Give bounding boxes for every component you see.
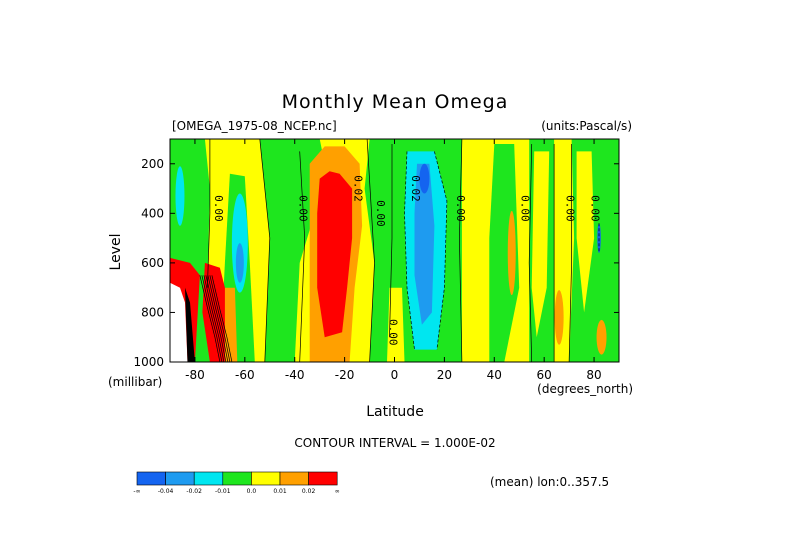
contour-label: 0.02 [409,175,422,202]
contour-interval: CONTOUR INTERVAL = 1.000E-02 [294,436,495,450]
y-tick-label: 600 [141,256,164,270]
cyan-region [175,166,185,226]
colorbar-swatch [251,471,281,486]
mean-label: (mean) lon:0..357.5 [490,475,609,489]
plot-area [169,138,620,363]
y-axis-units: (millibar) [108,375,162,389]
green-region [569,139,619,362]
contour-line [203,275,225,362]
x-tick-label: -80 [185,368,205,382]
x-tick-label: -40 [285,368,305,382]
x-axis-units: (degrees_north) [537,382,633,396]
contour-label: 0.00 [454,195,467,222]
x-tick-label: 20 [437,368,452,382]
y-tick-label: 400 [141,206,164,220]
contour-line [201,275,223,362]
contour-label: 0.02 [352,175,365,202]
colorbar-swatch [308,471,338,486]
shaded-field [170,139,619,362]
ground-mask [185,287,195,362]
chart-title: Monthly Mean Omega [282,91,509,113]
blue-region [235,243,244,283]
x-axis: -80 -60 -40 -20 0 20 40 60 80 [185,139,602,382]
contour-label: 0.00 [589,195,602,222]
yellow-region [531,151,550,338]
colorbar-label: 0.01 [273,488,287,495]
units-label: (units:Pascal/s) [541,119,632,133]
contour-line [259,139,271,362]
x-tick-label: 0 [391,368,399,382]
contour-label: 0.00 [212,195,225,222]
red-region [317,171,353,338]
colorbar-label: ∞ [335,488,340,495]
contour-line [207,275,229,362]
colorbar-swatch [222,471,252,486]
colorbar-swatch [193,471,224,486]
contour-labels: 0.00 0.00 0.02 0.00 0.02 0.00 0.00 0.00 0.00 0.00 [212,175,602,345]
contour-line [211,275,233,362]
colorbar-label: -0.04 [158,488,174,495]
contour-label: 0.00 [374,200,387,227]
yellow-region [576,151,595,313]
yellow-region [387,287,405,362]
orange-region [554,290,564,345]
green-region [489,144,520,362]
x-tick-label: -20 [335,368,355,382]
green-region [259,139,325,362]
colorbar-swatch [279,471,309,486]
x-tick-label: 40 [487,368,502,382]
colorbar-label: -0.01 [215,488,231,495]
contour-line [528,143,533,362]
colorbar-label: -∞ [133,488,140,495]
orange-region [596,319,607,355]
contour-label: 0.00 [519,195,532,222]
contour-label: 0.00 [387,319,400,346]
y-axis: 200 400 600 800 1000 [133,157,619,369]
y-tick-label: 1000 [133,355,164,369]
missing-data-region [170,282,188,362]
colorbar-swatch [165,471,195,486]
contour-line [404,151,415,350]
x-tick-label: -60 [235,368,255,382]
contour-label: 0.00 [297,195,310,222]
x-tick-label: 60 [537,368,552,382]
colorbar-label: -0.02 [186,488,202,495]
contour-line [389,144,393,338]
blue-region [414,163,435,325]
x-axis-title: Latitude [366,404,424,420]
y-axis-title: Level [108,234,124,271]
contour-line [568,144,572,362]
contour-line [205,275,227,362]
orange-region [507,210,516,296]
x-tick-label: 80 [586,368,601,382]
dark-blue-region [419,163,430,194]
contour-line [366,139,375,362]
dark-blue-region [597,223,601,253]
colorbar-label: 0.02 [302,488,316,495]
contour-label: 0.00 [564,195,577,222]
colorbar: -∞ -0.04 -0.02 -0.01 0.0 0.01 0.02 ∞ [133,471,340,495]
colorbar-swatch [136,471,166,486]
contour-line [459,139,463,362]
dataset-label: [OMEGA_1975-08_NCEP.nc] [172,119,337,133]
y-tick-label: 200 [141,157,164,171]
y-tick-label: 800 [141,305,164,319]
contour-line [209,275,231,362]
contour-line [199,275,221,362]
contour-line [434,151,448,350]
colorbar-label: 0.0 [247,488,257,495]
contour-line [207,139,211,288]
contour-line [299,151,306,362]
